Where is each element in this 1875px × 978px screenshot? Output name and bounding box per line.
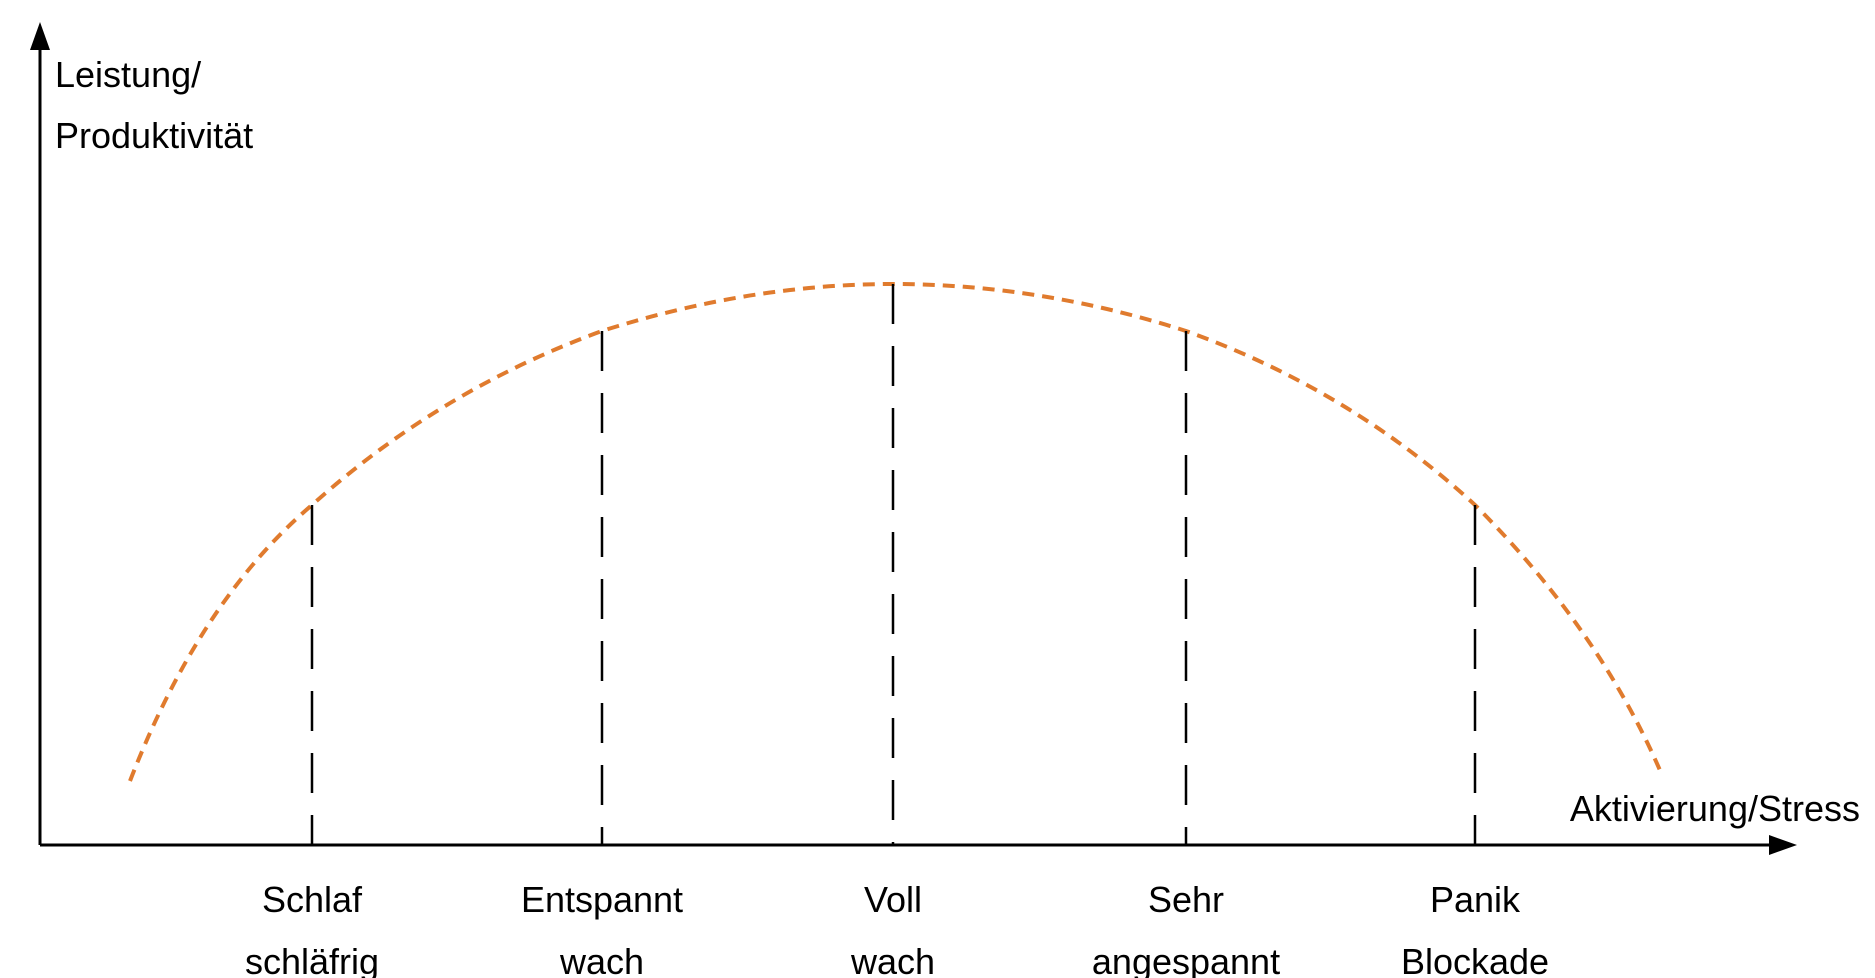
marker-label: wach <box>559 941 644 978</box>
y-axis-label: Produktivität <box>55 115 253 156</box>
marker-label: Voll <box>864 879 922 920</box>
marker-label: wach <box>850 941 935 978</box>
marker-label: Panik <box>1430 879 1521 920</box>
y-axis-arrow <box>30 22 50 50</box>
y-axis-label: Leistung/ <box>55 54 201 95</box>
marker-label: Blockade <box>1401 941 1549 978</box>
x-axis-arrow <box>1769 835 1797 855</box>
marker-label: schläfrig <box>245 941 379 978</box>
performance-curve <box>128 281 1664 782</box>
marker-label: Schlaf <box>262 879 363 920</box>
marker-label: Sehr <box>1148 879 1224 920</box>
x-axis-label: Aktivierung/Stress <box>1570 788 1860 829</box>
marker-label: Entspannt <box>521 879 683 920</box>
marker-label: angespannt <box>1092 941 1280 978</box>
